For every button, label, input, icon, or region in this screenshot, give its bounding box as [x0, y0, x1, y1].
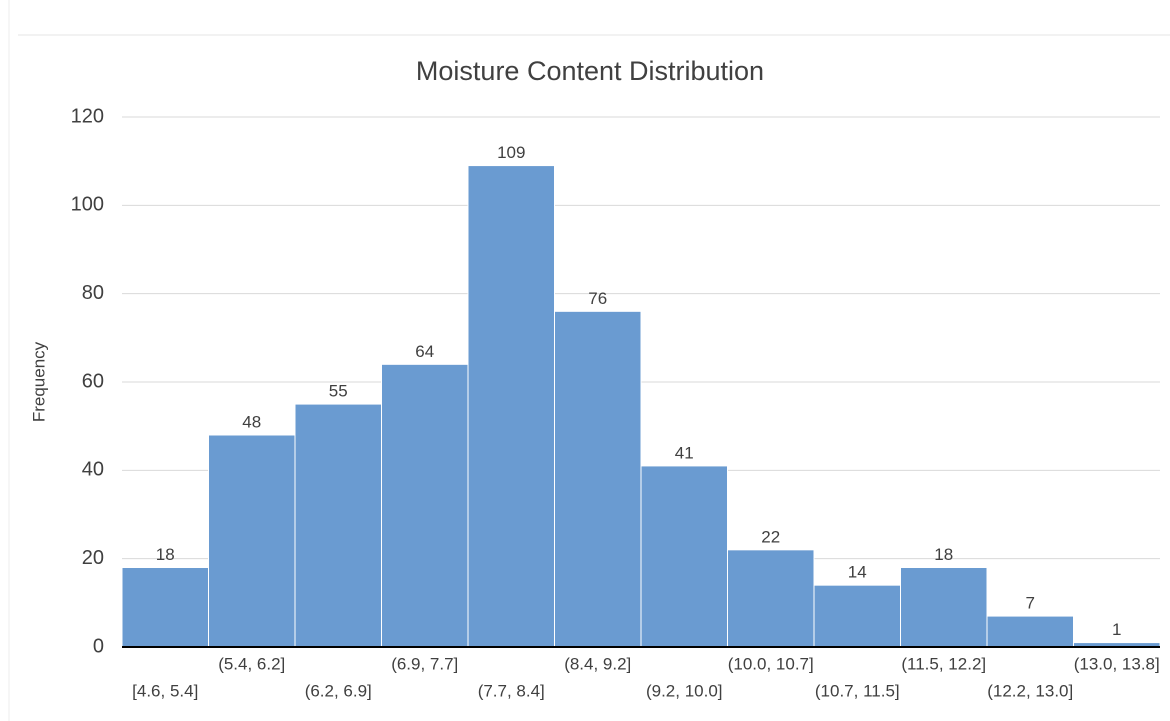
y-tick-label: 60	[82, 370, 104, 392]
bar	[554, 310, 642, 648]
bar	[640, 465, 728, 648]
x-tick-label: (8.4, 9.2]	[564, 654, 631, 673]
x-tick-label: (10.7, 11.5]	[815, 681, 900, 700]
data-label: 7	[1026, 594, 1035, 613]
bar	[208, 434, 296, 648]
bar	[986, 615, 1074, 648]
data-label: 109	[497, 143, 525, 162]
data-label: 14	[848, 563, 867, 582]
data-label: 41	[675, 443, 694, 462]
data-label: 76	[588, 289, 607, 308]
bar	[294, 403, 382, 648]
bar	[121, 567, 209, 648]
data-label: 1	[1112, 620, 1121, 639]
data-label: 18	[156, 545, 175, 564]
data-label: 64	[415, 342, 434, 361]
x-tick-label: (9.2, 10.0]	[646, 681, 723, 700]
y-tick-label: 120	[71, 105, 104, 127]
bar	[900, 567, 988, 648]
y-tick-label: 20	[82, 547, 104, 569]
x-tick-label: (10.0, 10.7]	[728, 654, 814, 673]
data-label: 22	[761, 527, 780, 546]
y-tick-label: 0	[93, 635, 104, 657]
bar	[813, 584, 901, 648]
x-tick-label: (7.7, 8.4]	[478, 681, 545, 700]
x-tick-label: (6.2, 6.9]	[305, 681, 372, 700]
bar	[381, 363, 469, 648]
data-label: 55	[329, 382, 348, 401]
y-tick-label: 80	[82, 282, 104, 304]
y-tick-label: 100	[71, 194, 104, 216]
x-tick-label: (13.0, 13.8]	[1074, 654, 1160, 673]
y-axis-label: Frequency	[29, 341, 48, 422]
data-label: 18	[934, 545, 953, 564]
x-tick-label: (11.5, 12.2]	[901, 654, 986, 673]
x-tick-label: (5.4, 6.2]	[218, 654, 285, 673]
x-tick-label: (12.2, 13.0]	[987, 681, 1073, 700]
x-tick-label: (6.9, 7.7]	[391, 654, 458, 673]
bar	[467, 165, 555, 648]
bar	[727, 549, 815, 648]
data-label: 48	[242, 412, 261, 431]
chart-title: Moisture Content Distribution	[416, 56, 764, 86]
y-tick-label: 40	[82, 459, 104, 481]
x-tick-label: [4.6, 5.4]	[132, 681, 198, 700]
